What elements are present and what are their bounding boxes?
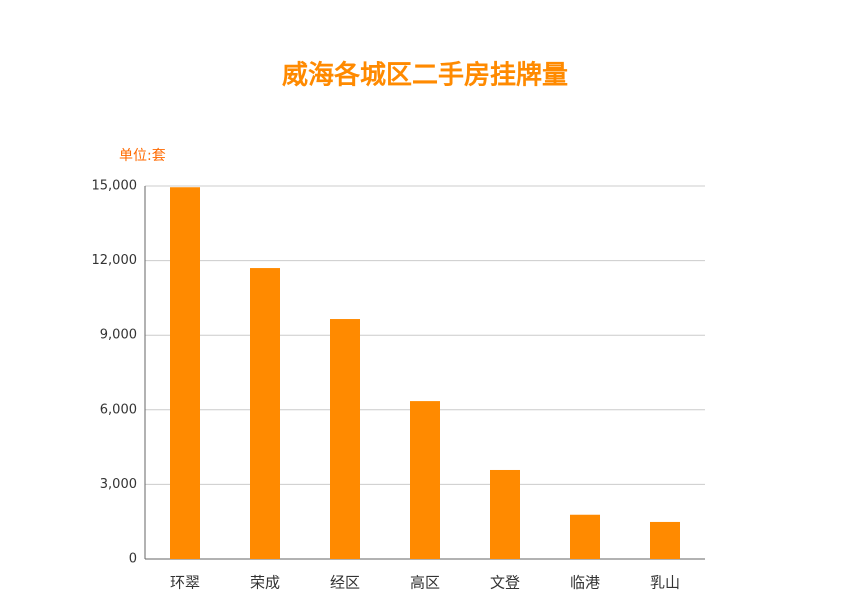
x-tick-label: 文登 (490, 574, 520, 592)
bar (490, 469, 520, 559)
x-tick-label: 荣成 (250, 574, 280, 592)
bar (570, 514, 600, 559)
bar (170, 187, 200, 559)
y-axis-label: 单位:套 (119, 148, 166, 164)
y-tick-label: 0 (129, 552, 137, 567)
x-tick-label: 临港 (570, 574, 600, 592)
bar (410, 401, 440, 559)
y-tick-label: 3,000 (100, 477, 137, 492)
bar (330, 319, 360, 559)
y-tick-label: 12,000 (92, 253, 138, 268)
x-tick-label: 高区 (410, 574, 440, 592)
bar (250, 268, 280, 559)
y-tick-label: 9,000 (100, 328, 137, 343)
y-tick-label: 6,000 (100, 402, 137, 417)
x-tick-label: 乳山 (650, 574, 680, 592)
x-tick-label: 环翠 (170, 574, 200, 592)
bar (650, 521, 680, 559)
chart-title: 威海各城区二手房挂牌量 (282, 60, 568, 91)
y-tick-label: 15,000 (92, 179, 138, 194)
x-tick-label: 经区 (330, 574, 360, 592)
